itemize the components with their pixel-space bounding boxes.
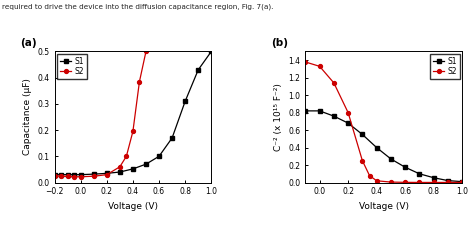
S2 xyxy=(367,174,373,177)
S1 xyxy=(459,180,465,183)
Legend: S1, S2: S1, S2 xyxy=(57,54,87,79)
S2 xyxy=(431,181,437,184)
Line: S2: S2 xyxy=(53,50,148,179)
S1 xyxy=(182,100,188,103)
S1 xyxy=(143,163,149,166)
S1 xyxy=(388,157,394,160)
S1 xyxy=(374,146,380,149)
S2 xyxy=(130,130,136,133)
S1 xyxy=(431,176,437,179)
X-axis label: Voltage (V): Voltage (V) xyxy=(359,202,409,211)
S2 xyxy=(52,175,57,177)
S2 xyxy=(445,181,451,184)
Line: S1: S1 xyxy=(53,50,213,177)
S2 xyxy=(345,111,351,114)
S1 xyxy=(58,173,64,176)
Y-axis label: C⁻² (x 10¹⁵ F⁻²): C⁻² (x 10¹⁵ F⁻²) xyxy=(274,83,283,151)
Y-axis label: Capacitance (μF): Capacitance (μF) xyxy=(23,79,32,155)
S2 xyxy=(459,181,465,184)
S2 xyxy=(143,50,149,53)
S1 xyxy=(360,133,365,136)
S1 xyxy=(71,173,77,176)
S2 xyxy=(374,179,380,182)
S1 xyxy=(195,68,201,71)
Text: required to drive the device into the diffusion capacitance region, Fig. 7(a).: required to drive the device into the di… xyxy=(2,4,274,10)
X-axis label: Voltage (V): Voltage (V) xyxy=(108,202,158,211)
S2 xyxy=(91,175,97,178)
S2 xyxy=(71,175,77,178)
S2 xyxy=(58,175,64,178)
S2 xyxy=(317,65,322,68)
Line: S1: S1 xyxy=(303,109,464,184)
S1 xyxy=(302,110,308,112)
S1 xyxy=(345,122,351,124)
S2 xyxy=(124,155,129,158)
S2 xyxy=(117,165,123,168)
S1 xyxy=(209,50,214,53)
S2 xyxy=(137,80,142,83)
S2 xyxy=(104,173,109,176)
S1 xyxy=(317,110,322,112)
S2 xyxy=(65,175,71,178)
Line: S2: S2 xyxy=(303,60,464,184)
S1 xyxy=(331,115,337,117)
S1 xyxy=(156,155,162,158)
S1 xyxy=(402,166,408,169)
S1 xyxy=(91,173,97,176)
S2 xyxy=(388,181,394,183)
S1 xyxy=(169,137,175,139)
S1 xyxy=(117,171,123,173)
S1 xyxy=(52,173,57,176)
S1 xyxy=(130,168,136,170)
Text: (b): (b) xyxy=(271,38,288,48)
S2 xyxy=(360,159,365,162)
S1 xyxy=(104,172,109,175)
Legend: S1, S2: S1, S2 xyxy=(430,54,460,79)
S2 xyxy=(331,81,337,84)
S2 xyxy=(78,175,83,178)
S2 xyxy=(402,181,408,184)
S1 xyxy=(78,173,83,176)
S1 xyxy=(417,172,422,175)
Text: (a): (a) xyxy=(20,38,36,48)
S1 xyxy=(65,173,71,176)
S2 xyxy=(417,181,422,184)
S1 xyxy=(445,179,451,182)
S2 xyxy=(302,61,308,63)
